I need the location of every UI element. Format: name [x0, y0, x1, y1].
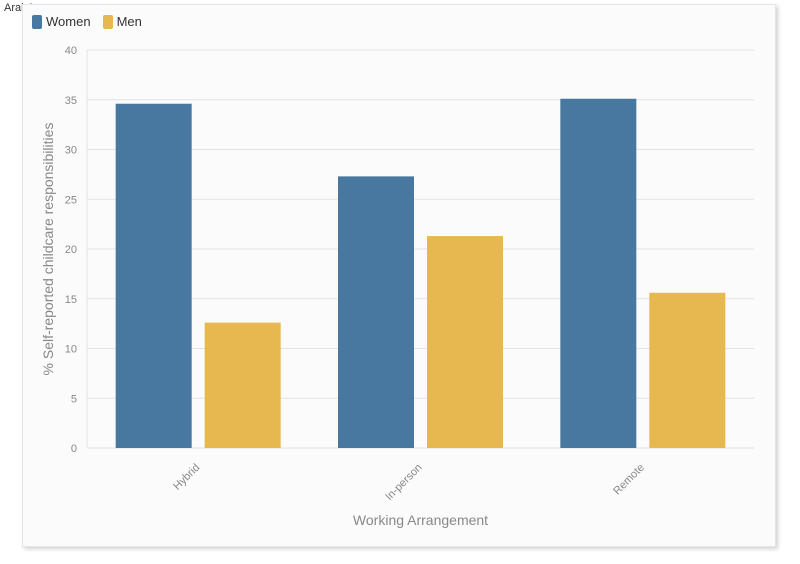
x-tick-label: In-person [383, 462, 424, 503]
bar-women-remote [560, 98, 637, 448]
legend-swatch-women [32, 14, 42, 29]
x-tick-label: Remote [611, 462, 647, 498]
bar-men-remote [649, 292, 726, 448]
bar-men-hybrid [204, 322, 281, 448]
y-tick-label: 30 [65, 145, 77, 157]
legend-swatch-men [102, 14, 113, 29]
y-tick-label: 0 [71, 443, 77, 455]
bar-women-in-person [338, 176, 414, 449]
legend-item-men[interactable]: Men [102, 14, 142, 29]
x-tick-label: Hybrid [171, 462, 202, 493]
y-tick-label: 5 [71, 393, 77, 405]
y-tick-label: 25 [65, 194, 77, 206]
y-tick-label: 35 [65, 95, 77, 107]
y-tick-label: 15 [65, 294, 77, 306]
legend-label-men: Men [116, 14, 142, 29]
y-tick-label: 10 [65, 344, 77, 356]
y-tick-label: 40 [65, 45, 77, 57]
x-axis-title: Working Arrangement [353, 512, 488, 528]
legend-label-women: Women [46, 14, 91, 29]
y-axis-title: % Self-reported childcare responsibiliti… [40, 123, 56, 376]
bar-men-in-person [427, 236, 503, 448]
bar-women-hybrid [115, 103, 192, 448]
legend: Women Men [32, 14, 142, 29]
legend-item-women[interactable]: Women [32, 14, 91, 29]
y-tick-label: 20 [65, 244, 77, 256]
